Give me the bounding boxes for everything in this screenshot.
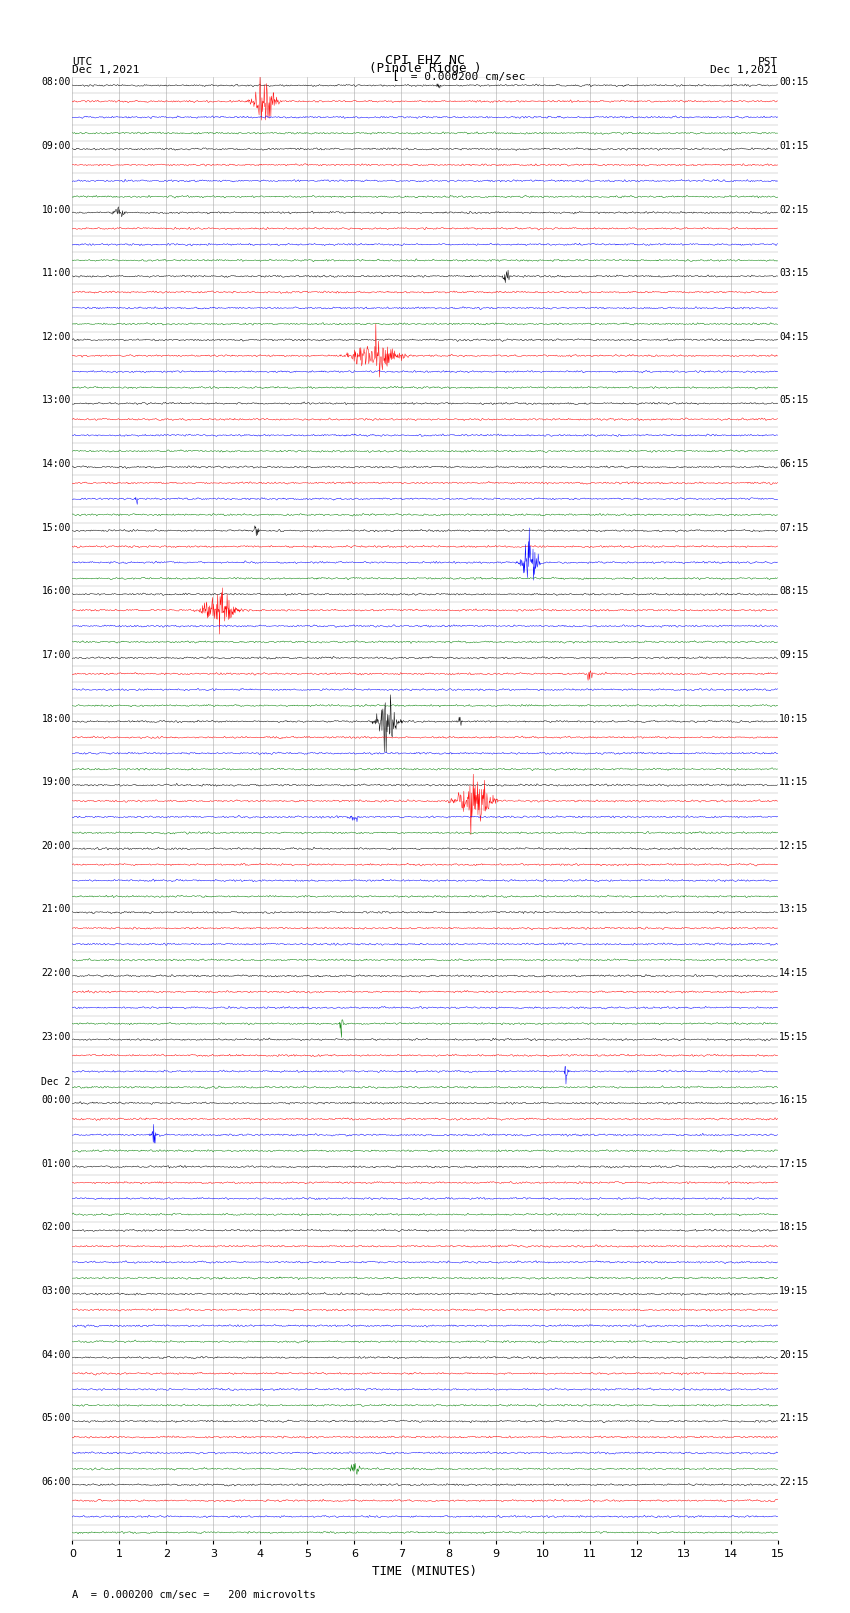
Text: 19:15: 19:15	[779, 1286, 808, 1295]
Text: 17:00: 17:00	[42, 650, 71, 660]
Text: UTC: UTC	[72, 56, 93, 66]
Text: 18:00: 18:00	[42, 713, 71, 724]
Text: 01:00: 01:00	[42, 1158, 71, 1169]
Text: 06:15: 06:15	[779, 460, 808, 469]
Text: 14:00: 14:00	[42, 460, 71, 469]
Text: 00:15: 00:15	[779, 77, 808, 87]
Text: 22:15: 22:15	[779, 1478, 808, 1487]
Text: 15:15: 15:15	[779, 1032, 808, 1042]
Text: A  = 0.000200 cm/sec =   200 microvolts: A = 0.000200 cm/sec = 200 microvolts	[72, 1590, 316, 1600]
Text: 21:15: 21:15	[779, 1413, 808, 1423]
Text: 03:15: 03:15	[779, 268, 808, 279]
Text: (Pinole Ridge ): (Pinole Ridge )	[369, 61, 481, 76]
Text: 05:00: 05:00	[42, 1413, 71, 1423]
Text: Dec 2: Dec 2	[42, 1077, 71, 1087]
Text: 08:15: 08:15	[779, 586, 808, 597]
Text: 23:00: 23:00	[42, 1032, 71, 1042]
Text: 16:00: 16:00	[42, 586, 71, 597]
Text: 12:15: 12:15	[779, 840, 808, 850]
Text: 21:00: 21:00	[42, 905, 71, 915]
Text: PST: PST	[757, 56, 778, 66]
Text: 15:00: 15:00	[42, 523, 71, 532]
Text: 08:00: 08:00	[42, 77, 71, 87]
Text: 09:15: 09:15	[779, 650, 808, 660]
Text: 13:00: 13:00	[42, 395, 71, 405]
Text: 10:00: 10:00	[42, 205, 71, 215]
Text: 02:15: 02:15	[779, 205, 808, 215]
Text: 04:15: 04:15	[779, 332, 808, 342]
Text: 05:15: 05:15	[779, 395, 808, 405]
Text: = 0.000200 cm/sec: = 0.000200 cm/sec	[404, 73, 525, 82]
Text: [: [	[392, 69, 399, 82]
Text: 10:15: 10:15	[779, 713, 808, 724]
Text: 06:00: 06:00	[42, 1478, 71, 1487]
Text: 22:00: 22:00	[42, 968, 71, 977]
Text: CPI EHZ NC: CPI EHZ NC	[385, 53, 465, 66]
Text: 20:15: 20:15	[779, 1350, 808, 1360]
Text: Dec 1,2021: Dec 1,2021	[711, 65, 778, 76]
Text: 18:15: 18:15	[779, 1223, 808, 1232]
Text: 13:15: 13:15	[779, 905, 808, 915]
Text: 03:00: 03:00	[42, 1286, 71, 1295]
Text: 19:00: 19:00	[42, 777, 71, 787]
Text: 04:00: 04:00	[42, 1350, 71, 1360]
Text: 11:00: 11:00	[42, 268, 71, 279]
Text: 09:00: 09:00	[42, 140, 71, 152]
Text: Dec 1,2021: Dec 1,2021	[72, 65, 139, 76]
Text: 12:00: 12:00	[42, 332, 71, 342]
Text: 11:15: 11:15	[779, 777, 808, 787]
Text: 17:15: 17:15	[779, 1158, 808, 1169]
Text: 01:15: 01:15	[779, 140, 808, 152]
X-axis label: TIME (MINUTES): TIME (MINUTES)	[372, 1565, 478, 1578]
Text: 16:15: 16:15	[779, 1095, 808, 1105]
Text: 07:15: 07:15	[779, 523, 808, 532]
Text: 14:15: 14:15	[779, 968, 808, 977]
Text: 00:00: 00:00	[42, 1095, 71, 1105]
Text: 20:00: 20:00	[42, 840, 71, 850]
Text: 02:00: 02:00	[42, 1223, 71, 1232]
